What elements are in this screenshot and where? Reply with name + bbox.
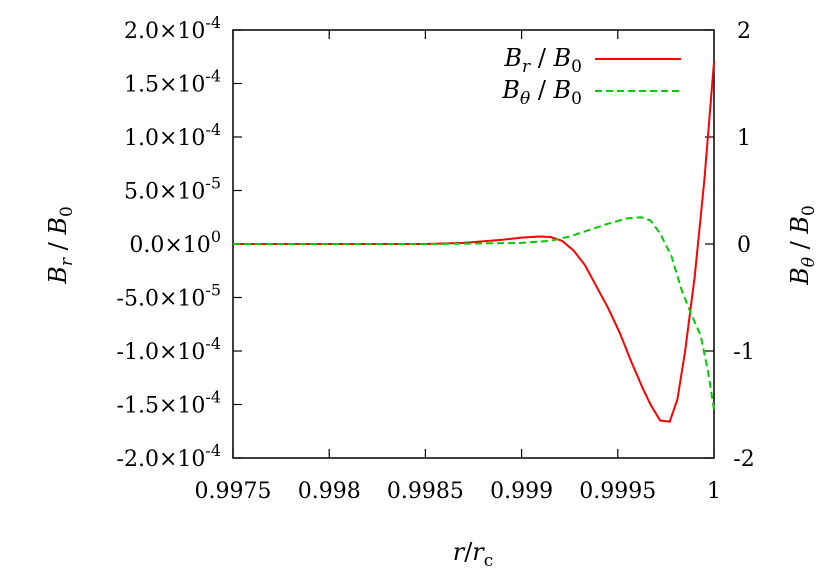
left-axis-label: Br / B0 <box>44 206 77 285</box>
left-tick-label: 1.5×10-4 <box>124 67 221 98</box>
x-axis-label: r/rc <box>453 538 494 571</box>
x-axis-label-r: r <box>453 538 466 566</box>
x-tick-label: 0.9985 <box>387 479 464 504</box>
right-tick-label: -1 <box>733 340 754 365</box>
left-axis-ticks: 2.0×10-4 1.5×10-4 1.0×10-4 5.0×10-5 0.0×100 -… <box>117 13 242 472</box>
x-tick-label: 0.9975 <box>195 479 272 504</box>
left-tick-label: -1.0×10-4 <box>117 334 221 365</box>
legend: Br / B0 Bθ / B0 <box>501 44 681 109</box>
x-tick-label: 0.999 <box>490 479 553 504</box>
x-tick-label: 0.9995 <box>579 479 656 504</box>
left-tick-label: -2.0×10-4 <box>117 441 221 472</box>
left-tick-label: -1.5×10-4 <box>117 388 221 419</box>
x-tick-label: 1 <box>707 479 721 504</box>
left-tick-label: 1.0×10-4 <box>124 120 221 151</box>
x-axis-label-rc: r <box>472 538 485 566</box>
legend-label-br: Br / B0 <box>503 44 582 77</box>
right-tick-label: 2 <box>737 19 751 44</box>
left-tick-label: 2.0×10-4 <box>124 13 221 44</box>
right-axis-label: Bθ / B0 <box>786 205 819 286</box>
left-tick-label: -5.0×10-5 <box>117 281 221 312</box>
right-tick-label: -2 <box>733 447 754 472</box>
left-tick-label: 5.0×10-5 <box>124 174 221 205</box>
legend-label-btheta: Bθ / B0 <box>501 76 582 109</box>
left-tick-label: 0.0×100 <box>129 227 221 258</box>
series-layer <box>233 62 715 423</box>
x-tick-label: 0.998 <box>298 479 361 504</box>
series-line-br <box>233 62 715 423</box>
x-axis-ticks: 0.9975 0.998 0.9985 0.999 0.9995 1 <box>195 30 721 504</box>
x-axis-label-sub: c <box>484 551 494 571</box>
series-line-btheta <box>233 216 715 411</box>
right-axis-ticks: 2 1 0 -1 -2 <box>705 19 755 472</box>
x-axis-label-slash: / <box>464 538 473 566</box>
right-tick-label: 0 <box>737 233 751 258</box>
right-tick-label: 1 <box>737 126 751 151</box>
